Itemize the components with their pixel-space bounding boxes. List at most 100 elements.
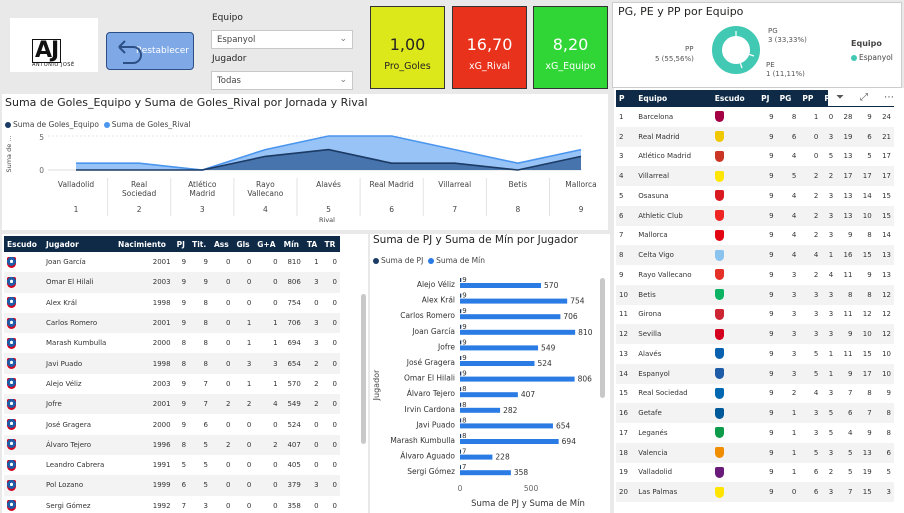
table-row[interactable]: 18 Valencia 9 1 5 3 5 13 6 <box>616 442 894 463</box>
standings-header-2[interactable]: Escudo <box>711 90 759 107</box>
card-pro-goles: 1,00 Pro_Goles <box>370 6 445 89</box>
table-row[interactable]: 14 Espanyol 9 3 5 1 9 17 10 <box>616 363 894 384</box>
bar-category-label: Álvaro Tejero <box>407 389 456 398</box>
players-cell: 0 <box>246 420 252 429</box>
table-row[interactable]: Leandro Cabrera 1991 5 5 0 0 0 405 0 0 <box>4 455 340 475</box>
focus-mode-icon[interactable]: ⤢ <box>860 92 868 103</box>
logo: AJ ANTONIO JOSÉ <box>10 18 98 72</box>
standings-header-5[interactable]: PP <box>799 90 822 107</box>
crest-cell <box>711 324 759 344</box>
players-header-0[interactable]: Escudo <box>4 236 43 252</box>
table-row[interactable]: 2 Real Madrid 9 6 0 3 19 6 21 <box>616 126 894 147</box>
table-row[interactable]: 1 Barcelona 9 8 1 0 28 9 24 <box>616 107 894 127</box>
players-header-5[interactable]: Ass <box>210 236 234 252</box>
bar-chart-title: Suma de PJ y Suma de Mín por Jugador <box>373 234 578 246</box>
standings-header-1[interactable]: Equipo <box>635 90 712 107</box>
players-header-9[interactable]: TA <box>303 236 322 252</box>
reset-button[interactable]: Restablecer <box>106 32 194 70</box>
table-row[interactable]: 4 Villarreal 9 5 2 2 17 17 17 <box>616 166 894 186</box>
standings-cell: 8 <box>836 284 856 305</box>
table-row[interactable]: 5 Osasuna 9 4 2 3 13 14 15 <box>616 186 894 206</box>
table-row[interactable]: 8 Celta Vigo 9 4 4 1 16 15 13 <box>616 245 894 265</box>
table-row[interactable]: Javi Puado 1998 8 8 0 3 3 654 2 0 <box>4 353 340 374</box>
jugador-dropdown[interactable]: Todas ⌄ <box>211 71 353 90</box>
table-row[interactable]: Alejo Véliz 2003 9 7 0 1 1 570 2 0 <box>4 374 340 394</box>
table-row[interactable]: Pol Lozano 1999 6 5 0 0 0 379 3 0 <box>4 475 340 496</box>
standings-cell: 9 <box>758 166 777 186</box>
table-row[interactable]: 20 Las Palmas 9 0 6 3 7 15 3 <box>616 482 894 502</box>
players-cell: 7 <box>181 501 187 510</box>
donut-legend-item[interactable]: Espanyol <box>851 53 893 62</box>
filter-icon[interactable]: ⏷ <box>836 92 844 103</box>
more-options-icon[interactable]: ⋯ <box>884 92 894 103</box>
jornada-label: 5 <box>326 205 331 214</box>
table-row[interactable]: Álvaro Tejero 1996 8 5 2 0 2 407 0 0 <box>4 434 340 455</box>
standings-cell: Sevilla <box>635 324 712 344</box>
team-crest-icon <box>714 131 724 143</box>
players-cell: 8 <box>173 353 190 374</box>
table-row[interactable]: Marash Kumbulla 2000 8 8 0 1 1 694 3 0 <box>4 333 340 353</box>
players-cell: 0 <box>210 272 234 293</box>
standings-header-0[interactable]: P <box>616 90 636 107</box>
table-row[interactable]: 16 Getafe 9 1 3 5 6 7 8 <box>616 403 894 423</box>
crest-cell <box>712 423 758 443</box>
players-header-10[interactable]: TR <box>321 236 340 252</box>
players-header-7[interactable]: G+A <box>254 236 281 252</box>
table-row[interactable]: 6 Athletic Club 9 4 2 3 13 10 15 <box>616 205 894 226</box>
table-row[interactable]: 13 Alavés 9 3 5 1 11 15 10 <box>616 344 894 364</box>
standings-header-3[interactable]: PJ <box>758 90 777 107</box>
chart-scrollbar[interactable] <box>600 278 605 398</box>
table-row[interactable]: Carlos Romero 2001 9 8 0 1 1 706 3 0 <box>4 312 340 334</box>
players-header-1[interactable]: Jugador <box>42 236 116 252</box>
table-row[interactable]: Jofre 2001 9 7 2 2 4 549 2 0 <box>4 394 340 415</box>
table-row[interactable]: 12 Sevilla 9 3 3 3 9 10 12 <box>616 324 894 344</box>
players-cell: 0 <box>254 272 281 293</box>
bar-pj <box>460 465 461 470</box>
table-row[interactable]: 9 Rayo Vallecano 9 3 2 4 11 9 13 <box>616 265 894 285</box>
table-row[interactable]: 11 Girona 9 3 3 3 11 12 12 <box>616 305 894 325</box>
bar-pj-label: 9 <box>462 292 466 300</box>
players-cell: 0 <box>332 339 337 348</box>
players-header-2[interactable]: Nacimiento <box>115 236 174 252</box>
table-row[interactable]: Alex Král 1998 9 8 0 0 0 754 0 0 <box>4 293 340 313</box>
table-row[interactable]: Sergi Gómez 1992 7 3 0 0 0 358 0 0 <box>4 496 340 513</box>
crest-cell <box>712 463 758 483</box>
table-row[interactable]: 15 Real Sociedad 9 2 4 3 7 8 9 <box>616 384 894 404</box>
donut-chart[interactable] <box>709 19 763 81</box>
bar-chart[interactable]: Jugador Alejo Véliz 9 570 Alex Král 9 754 Carlo… <box>370 270 610 513</box>
standings-cell: 9 <box>769 310 774 319</box>
standings-cell: 9 <box>758 363 777 384</box>
standings-cell: Villarreal <box>635 166 712 186</box>
bar-min-label: 806 <box>578 375 593 384</box>
standings-header-4[interactable]: PG <box>776 90 800 107</box>
standings-cell: Real Sociedad <box>638 389 688 398</box>
table-scrollbar[interactable] <box>361 294 366 444</box>
bar-category-label: José Gragera <box>406 358 455 367</box>
table-row[interactable]: 10 Betis 9 3 3 3 8 8 12 <box>616 284 894 305</box>
table-row[interactable]: 7 Mallorca 9 4 2 3 9 8 14 <box>616 226 894 246</box>
bar-min <box>460 314 561 320</box>
players-header-6[interactable]: Gls <box>233 236 255 252</box>
table-row[interactable]: Omar El Hilali 2003 9 9 0 0 0 806 3 0 <box>4 272 340 293</box>
jugador-label: Jugador <box>212 54 247 64</box>
players-header-3[interactable]: PJ <box>173 236 190 252</box>
standings-cell: 6 <box>616 205 636 226</box>
table-row[interactable]: 17 Leganés 9 1 3 5 4 9 8 <box>616 423 894 443</box>
table-row[interactable]: Joan García 2001 9 9 0 0 0 810 1 0 <box>4 252 340 272</box>
table-row[interactable]: José Gragera 2000 9 6 0 0 0 524 0 0 <box>4 414 340 434</box>
players-header-8[interactable]: Mín <box>280 236 304 252</box>
x-tick-label: Mallorca <box>565 180 596 189</box>
standings-cell: 7 <box>855 403 875 423</box>
team-crest-icon <box>714 308 724 320</box>
crest-cell <box>4 374 43 394</box>
jugador-value: Todas <box>217 76 241 86</box>
players-cell: 0 <box>332 501 337 510</box>
table-row[interactable]: 3 Atlético Madrid 9 4 0 5 13 5 17 <box>616 147 894 167</box>
equipo-dropdown[interactable]: Espanyol ⌄ <box>211 30 353 49</box>
players-header-4[interactable]: Tit. <box>189 236 211 252</box>
players-cell: 0 <box>233 434 255 455</box>
reset-label: Restablecer <box>135 46 189 56</box>
table-row[interactable]: 19 Valladolid 9 1 6 2 5 19 5 <box>616 463 894 483</box>
standings-cell: 13 <box>619 349 628 358</box>
